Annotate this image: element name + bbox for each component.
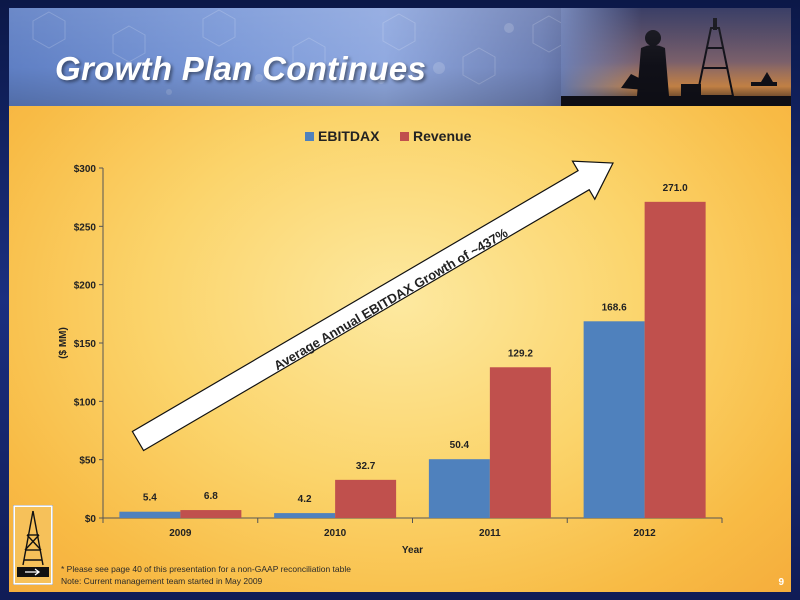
ebitdax-label-2011: 50.4: [450, 440, 470, 451]
legend-swatch-ebitdax: [305, 132, 314, 141]
growth-annotation-text: Average Annual EBITDAX Growth of ~437%: [271, 225, 510, 373]
revenue-bar-2009: [180, 510, 242, 518]
legend-swatch-revenue: [400, 132, 409, 141]
y-tick-label: $200: [74, 281, 97, 292]
x-tick-label: 2012: [634, 528, 657, 539]
revenue-label-2010: 32.7: [356, 461, 376, 472]
legend-label-ebitdax: EBITDAX: [318, 128, 380, 144]
bars-group: 5.4 6.8 4.2 32.7 50.4 129.2 168.6 271.0: [119, 183, 706, 519]
revenue-label-2012: 271.0: [663, 183, 688, 194]
revenue-bar-2010: [335, 479, 397, 518]
ebitdax-bar-2009: [119, 511, 181, 518]
footnote-management: Note: Current management team started in…: [61, 576, 263, 586]
x-tick-label: 2009: [169, 528, 192, 539]
ebitdax-bar-2012: [583, 321, 645, 518]
ebitdax-bar-2010: [274, 513, 336, 518]
ebitdax-label-2010: 4.2: [298, 494, 312, 505]
ebitdax-bar-2011: [428, 459, 490, 518]
chart-legend: EBITDAX Revenue: [305, 128, 472, 144]
header-banner: Growth Plan Continues: [9, 8, 791, 106]
revenue-label-2011: 129.2: [508, 348, 533, 359]
growth-arrow: [131, 160, 614, 452]
ebitdax-label-2009: 5.4: [143, 493, 157, 504]
ebitdax-label-2012: 168.6: [602, 302, 627, 313]
revenue-bar-2011: [489, 367, 551, 518]
page-number: 9: [778, 577, 784, 588]
y-tick-label: $250: [74, 222, 97, 233]
y-tick-label: $300: [74, 164, 97, 175]
oil-derrick-logo-icon: [13, 505, 53, 585]
revenue-bar-2012: [644, 201, 706, 519]
y-tick-label: $50: [79, 456, 96, 467]
x-tick-label: 2011: [479, 528, 501, 539]
y-tick-label: $100: [74, 397, 97, 408]
y-tick-label: $0: [85, 514, 97, 525]
x-axis-label: Year: [402, 545, 423, 556]
legend-label-revenue: Revenue: [413, 128, 472, 144]
page-title: Growth Plan Continues: [55, 50, 427, 87]
revenue-label-2009: 6.8: [204, 491, 218, 502]
y-axis-label: ($ MM): [58, 327, 69, 359]
footnote-gaap: * Please see page 40 of this presentatio…: [61, 564, 351, 574]
y-tick-label: $150: [74, 339, 97, 350]
y-axis: $0 $50 $100 $150 $200 $250 $300 ($ MM): [58, 164, 104, 525]
x-axis: 2009 2010 2011 2012 Year: [102, 517, 723, 556]
x-tick-label: 2010: [324, 528, 347, 539]
